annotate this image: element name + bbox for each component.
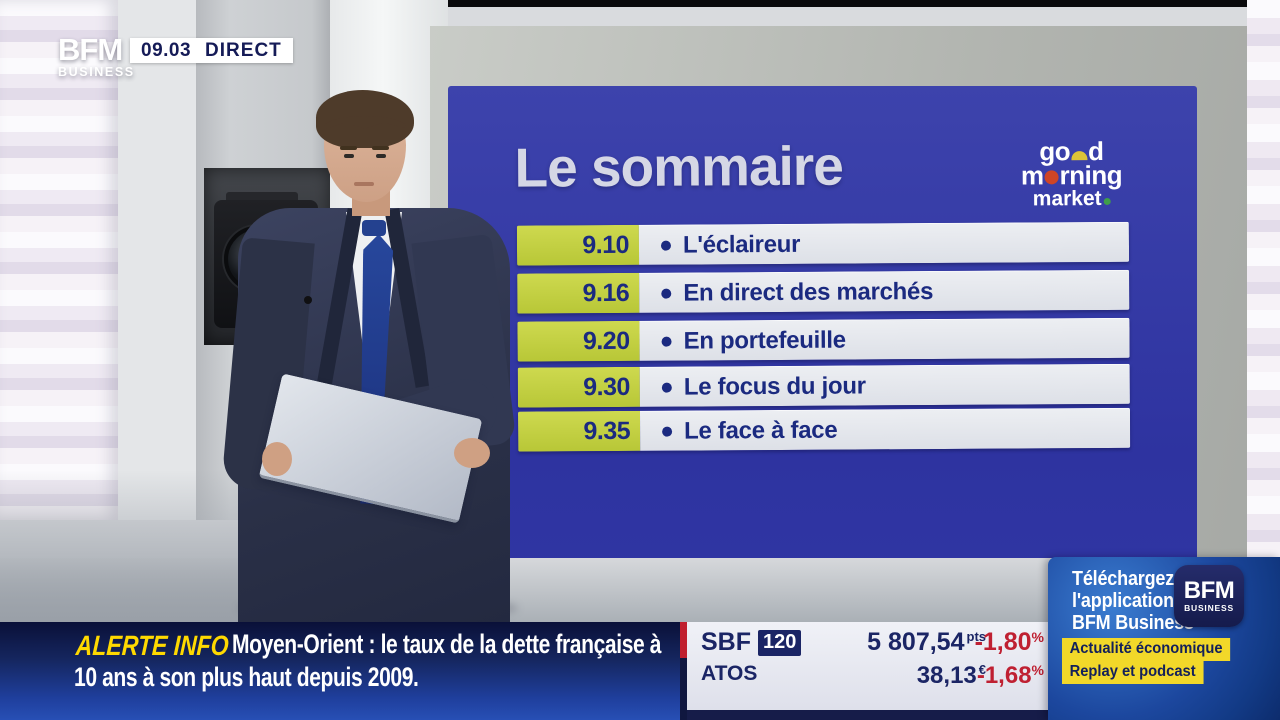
bfm-logo-text: BFM [58, 32, 123, 67]
presenter-mouth [354, 182, 374, 186]
good-morning-market-logo: go d m rning market [1006, 136, 1137, 210]
percent-sign: % [1031, 629, 1044, 645]
market-ticker: SBF 120 5 807,54 pts -1,80% ATOS 38,13 € -1… [687, 622, 1052, 720]
presenter-eye [376, 154, 386, 158]
ticker-unit: pts [966, 629, 987, 644]
circle-icon [1044, 170, 1059, 185]
dot-icon [1103, 197, 1111, 205]
ticker-divider-red [680, 622, 687, 658]
studio-light-panel-left [0, 0, 118, 520]
clock-time: 09.03 [141, 39, 192, 61]
studio-ceiling-strip [300, 0, 1280, 7]
bfm-logo-subtext: BUSINESS [58, 65, 135, 79]
ticker-unit: € [978, 662, 986, 677]
schedule-body: Le face à face [639, 407, 1131, 451]
studio-wall [118, 0, 196, 520]
promo-line1: Téléchargez [1072, 568, 1175, 590]
ticker-bottom-strip [687, 710, 1052, 720]
bullet-icon [661, 336, 672, 347]
promo-line3: BFM Business [1072, 612, 1194, 634]
ticker-divider-navy [680, 658, 687, 720]
schedule-label: Le face à face [684, 416, 838, 445]
schedule-label: Le focus du jour [683, 371, 866, 401]
logo-word-morning: m rning [1020, 159, 1123, 191]
presenter-eyebrow [340, 146, 357, 150]
schedule-row: 9.30 Le focus du jour [517, 363, 1130, 408]
bullet-icon [661, 382, 672, 393]
alert-info-badge: ALERTE INFO [75, 630, 230, 661]
app-promo-panel: Téléchargez l'application BFM Business B… [1048, 557, 1280, 720]
ticker-value: 38,13 € [916, 662, 986, 689]
tie-knot [362, 220, 386, 236]
presenter-eye [344, 154, 354, 158]
ticker-change: -1,68% [976, 662, 1044, 689]
presenter-eyebrow [372, 146, 389, 150]
presenter [221, 90, 520, 622]
schedule-label: En direct des marchés [683, 277, 934, 307]
schedule-time: 9.20 [517, 320, 640, 362]
ticker-row-atos: ATOS 38,13 € -1,68% [687, 659, 1052, 689]
ticker-value: 5 807,54 pts [867, 628, 987, 656]
schedule-label: L'éclaireur [682, 230, 801, 259]
schedule-row: 9.10 L'éclaireur [516, 221, 1130, 266]
schedule-time: 9.30 [517, 366, 640, 408]
live-badge: DIRECT [205, 39, 282, 61]
app-icon-text: BFM [1183, 577, 1235, 605]
schedule-body: L'éclaireur [638, 221, 1130, 265]
bullet-icon [660, 240, 672, 251]
percent-sign: % [1031, 662, 1044, 678]
schedule-row: 9.20 En portefeuille [517, 317, 1130, 362]
index-badge: 120 [758, 630, 802, 656]
studio-light-panel-right [1247, 0, 1280, 560]
ticker-change: -1,80% [974, 628, 1044, 656]
bfm-business-logo: BFM BUSINESS [58, 34, 135, 79]
time-live-box: 09.03 DIRECT [130, 38, 293, 63]
sun-icon [1071, 151, 1088, 161]
schedule-time: 9.35 [517, 410, 641, 452]
presenter-hand [262, 442, 292, 476]
schedule-body: Le focus du jour [639, 363, 1130, 407]
ticker-symbol: SBF 120 [701, 628, 802, 657]
bfm-app-icon: BFM BUSINESS [1174, 565, 1244, 627]
schedule-time: 9.10 [516, 224, 640, 266]
promo-tag-actualite: Actualité économique [1062, 638, 1231, 661]
promo-line2: l'application [1072, 590, 1174, 612]
schedule-time: 9.16 [517, 272, 640, 314]
headline-line2: 10 ans à son plus haut depuis 2009. [74, 662, 419, 692]
logo-word-market: market [1007, 187, 1137, 210]
schedule-body: En direct des marchés [639, 269, 1130, 313]
promo-tag-replay: Replay et podcast [1062, 661, 1204, 684]
schedule-list: 9.10 L'éclaireur 9.16 En direct des marc… [516, 221, 1131, 452]
schedule-body: En portefeuille [639, 317, 1130, 361]
headline-line1: Moyen-Orient : le taux de la dette franç… [232, 629, 662, 659]
schedule-label: En portefeuille [683, 326, 846, 355]
ticker-symbol: ATOS [701, 662, 758, 685]
summary-board-content: Le sommaire go d m rning market 9.10 L'écl… [448, 81, 1200, 612]
schedule-row: 9.16 En direct des marchés [517, 269, 1130, 314]
board-title: Le sommaire [514, 134, 844, 199]
bullet-icon [661, 288, 672, 299]
ticker-row-sbf120: SBF 120 5 807,54 pts -1,80% [687, 628, 1052, 658]
lapel-mic [304, 296, 312, 304]
bullet-icon [662, 426, 673, 437]
presenter-hand [454, 438, 490, 468]
schedule-row: 9.35 Le face à face [517, 407, 1131, 452]
app-icon-subtext: BUSINESS [1184, 603, 1234, 614]
